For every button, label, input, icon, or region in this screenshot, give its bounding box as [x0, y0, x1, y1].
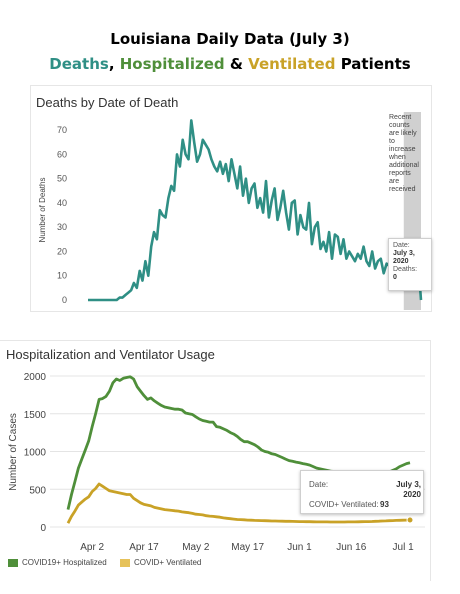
deaths-tooltip-date-2: 2020 — [393, 258, 409, 265]
deaths-y-tick-label: 0 — [62, 295, 67, 305]
hosp-x-tick-label: Jun 1 — [287, 542, 312, 553]
recent-counts-note: Recent counts are likely to increase when addi… — [389, 114, 421, 200]
deaths-line — [88, 119, 423, 302]
subtitle-comma: , — [108, 55, 120, 73]
deaths-tooltip-deaths-label: Deaths: — [393, 266, 418, 273]
ventilated-hover-marker — [406, 516, 414, 524]
deaths-tooltip: Date: July 3, 2020 Deaths: 0 — [388, 238, 432, 291]
note-line: increase — [389, 146, 416, 153]
note-line: to — [389, 138, 395, 145]
subtitle-hospitalized: Hospitalized — [119, 55, 225, 73]
hosp-x-tick-label: May 17 — [231, 542, 264, 553]
deaths-chart-title: Deaths by Date of Death — [36, 95, 179, 110]
hosp-x-tick-label: Apr 2 — [80, 542, 104, 553]
ventilated-line — [66, 482, 411, 524]
deaths-tooltip-deaths-value: 0 — [393, 274, 397, 281]
page-title: Louisiana Daily Data (July 3) — [110, 30, 350, 48]
hosp-tooltip-date-label: Date: — [309, 480, 329, 489]
subtitle-amp: & — [224, 55, 249, 73]
deaths-y-axis-label: Number of Deaths — [38, 178, 47, 243]
deaths-y-tick-label: 30 — [57, 222, 67, 232]
legend-ventilated[interactable]: COVID+ Ventilated — [120, 558, 201, 567]
hosp-tooltip-date-1: July 3, — [396, 480, 421, 489]
note-line: are — [389, 178, 400, 185]
deaths-tooltip-date-label: Date: — [393, 242, 410, 249]
legend-ventilated-swatch — [120, 558, 130, 567]
note-line: when — [389, 154, 406, 161]
hosp-tooltip-date-2: 2020 — [403, 490, 421, 499]
deaths-y-tick-label: 40 — [57, 198, 67, 208]
hosp-y-tick-label: 2000 — [24, 372, 47, 383]
note-line: additional — [389, 162, 419, 169]
hosp-y-axis-label: Number of Cases — [8, 413, 19, 491]
note-line: reports — [389, 170, 411, 177]
deaths-tooltip-date-1: July 3, — [393, 250, 415, 257]
subtitle-deaths: Deaths — [49, 55, 109, 73]
subtitle-tail: Patients — [335, 55, 411, 73]
note-line: counts — [389, 122, 410, 129]
note-line: received — [389, 186, 416, 193]
hosp-x-tick-label: Apr 17 — [129, 542, 159, 553]
hosp-chart-title: Hospitalization and Ventilator Usage — [6, 347, 215, 362]
legend-hospitalized-label: COVID19+ Hospitalized — [22, 558, 107, 567]
deaths-y-tick-label: 50 — [57, 174, 67, 184]
hosp-y-tick-label: 1000 — [24, 448, 47, 459]
legend-ventilated-label: COVID+ Ventilated — [134, 558, 202, 567]
hosp-y-tick-label: 0 — [40, 523, 46, 534]
deaths-y-tick-label: 10 — [57, 271, 67, 281]
hosp-y-tick-label: 500 — [29, 485, 46, 496]
hosp-x-tick-label: Jul 1 — [393, 542, 415, 553]
deaths-y-tick-label: 20 — [57, 246, 67, 256]
hosp-tooltip-vent-label: COVID+ Ventilated: — [309, 500, 379, 509]
hosp-tooltip: Date: July 3, 2020 COVID+ Ventilated: 93 — [300, 470, 424, 514]
hosp-y-tick-label: 1500 — [24, 410, 47, 421]
hosp-chart-panel — [0, 340, 431, 581]
deaths-y-tick-label: 60 — [57, 149, 67, 159]
legend-hospitalized[interactable]: COVID19+ Hospitalized — [8, 558, 107, 567]
hosp-tooltip-vent-value: 93 — [380, 500, 389, 509]
subtitle-ventilated: Ventilated — [248, 55, 336, 73]
note-line: Recent — [389, 114, 412, 121]
hosp-x-tick-label: May 2 — [182, 542, 210, 553]
hosp-x-tick-label: Jun 16 — [336, 542, 366, 553]
legend-hospitalized-swatch — [8, 558, 18, 567]
note-line: are likely — [389, 130, 417, 137]
deaths-y-tick-label: 70 — [57, 125, 67, 135]
page-subtitle: Deaths, Hospitalized & Ventilated Patien… — [0, 55, 460, 73]
deaths-chart-panel — [30, 85, 432, 312]
